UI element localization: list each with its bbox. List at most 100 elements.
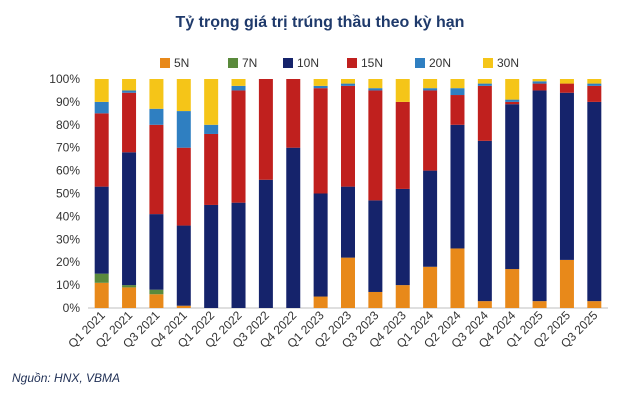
bar-segment-10n (258, 179, 273, 308)
y-tick-label: 0% (63, 301, 81, 315)
bar-segment-30n (532, 79, 547, 82)
legend-label-5n: 5N (174, 56, 189, 70)
bar-segment-20n (368, 88, 383, 91)
bar-segment-15n (532, 83, 547, 91)
bar-segment-7n (122, 285, 137, 288)
bar-segment-15n (477, 85, 492, 141)
bar-segment-20n (450, 88, 465, 96)
bar-segment-10n (313, 193, 328, 297)
bar-segment-20n (477, 83, 492, 86)
bar-segment-30n (204, 79, 219, 125)
bar-segment-30n (122, 79, 137, 91)
bar-segment-10n (423, 170, 438, 267)
bar-segment-20n (231, 85, 246, 91)
bar-segment-5n (477, 301, 492, 308)
bar-segment-10n (176, 225, 191, 306)
bar-segment-5n (341, 257, 355, 308)
bar-segment-30n (149, 79, 164, 109)
bar-segment-10n (341, 186, 355, 258)
bar-segment-7n (94, 273, 109, 283)
bar-segment-20n (122, 90, 137, 93)
bar-segment-15n (450, 95, 465, 125)
y-tick-label: 70% (56, 141, 80, 155)
bar-segment-15n (587, 85, 602, 102)
y-tick-label: 60% (56, 164, 80, 178)
bar-segment-20n (587, 83, 602, 86)
y-tick-label: 50% (56, 187, 80, 201)
legend-label-10n: 10N (297, 56, 319, 70)
bar-segment-15n (368, 90, 383, 201)
bar-segment-5n (313, 296, 328, 308)
bar-segment-15n (204, 133, 219, 205)
bar-segment-5n (395, 285, 410, 308)
bar-segment-30n (341, 79, 355, 84)
bar-segment-15n (231, 90, 246, 203)
bar-segment-30n (505, 79, 520, 100)
bar-segment-20n (423, 88, 438, 91)
bar-segment-5n (368, 291, 383, 308)
bar-segment-10n (477, 140, 492, 302)
bar-segment-20n (532, 81, 547, 84)
bar-segment-15n (94, 113, 109, 187)
bar-segment-10n (505, 104, 520, 270)
bar-segment-30n (559, 79, 574, 84)
y-tick-label: 10% (56, 278, 80, 292)
bar-segment-20n (505, 99, 520, 102)
bar-segment-10n (450, 124, 465, 249)
bar-segment-5n (122, 287, 137, 308)
bar-segment-10n (231, 202, 246, 308)
bar-segment-10n (122, 152, 137, 286)
bar-segment-15n (395, 101, 410, 189)
bar-segment-20n (204, 124, 219, 134)
bar-segment-5n (450, 248, 465, 308)
bar-segment-30n (587, 79, 602, 84)
y-tick-label: 80% (56, 118, 80, 132)
bar-segment-10n (395, 188, 410, 286)
legend-label-7n: 7N (242, 56, 257, 70)
legend-swatch-15n (347, 58, 357, 68)
bar-segment-30n (423, 79, 438, 89)
bar-segment-10n (149, 214, 164, 290)
y-tick-label: 40% (56, 209, 80, 223)
bar-segment-30n (395, 79, 410, 102)
bar-segment-30n (94, 79, 109, 102)
bar-segment-20n (341, 83, 355, 86)
bar-segment-10n (286, 147, 301, 308)
y-tick-label: 100% (49, 72, 80, 86)
bar-segment-5n (559, 259, 574, 308)
bar-segment-20n (313, 85, 328, 89)
bar-segment-20n (176, 111, 191, 148)
bar-segment-30n (313, 79, 328, 86)
y-tick-label: 20% (56, 255, 80, 269)
bar-segment-5n (94, 282, 109, 308)
bar-segment-15n (176, 147, 191, 226)
bar-segment-5n (587, 301, 602, 308)
source-note: Nguồn: HNX, VBMA (12, 371, 121, 385)
bar-segment-10n (532, 90, 547, 302)
legend-swatch-20n (415, 58, 425, 68)
bar-segment-15n (341, 85, 355, 187)
bar-segment-15n (286, 79, 301, 148)
legend-label-15n: 15N (361, 56, 383, 70)
bar-segment-30n (477, 79, 492, 84)
legend-label-20n: 20N (429, 56, 451, 70)
bar-segment-7n (149, 289, 164, 295)
bar-segment-5n (532, 301, 547, 308)
bar-segment-5n (505, 269, 520, 308)
chart-title: Tỷ trọng giá trị trúng thầu theo kỳ hạn (175, 14, 465, 31)
bar-segment-10n (559, 92, 574, 260)
bar-segment-15n (313, 88, 328, 194)
bar-segment-5n (149, 294, 164, 308)
bar-segment-10n (204, 204, 219, 308)
bar-segment-30n (450, 79, 465, 89)
bar-segment-15n (505, 101, 520, 105)
bar-segment-10n (94, 186, 109, 274)
legend-swatch-5n (160, 58, 170, 68)
bar-segment-15n (149, 124, 164, 215)
bar-segment-30n (176, 79, 191, 112)
y-tick-label: 90% (56, 95, 80, 109)
bar-segment-15n (258, 79, 273, 180)
y-tick-label: 30% (56, 232, 80, 246)
legend-swatch-10n (283, 58, 293, 68)
